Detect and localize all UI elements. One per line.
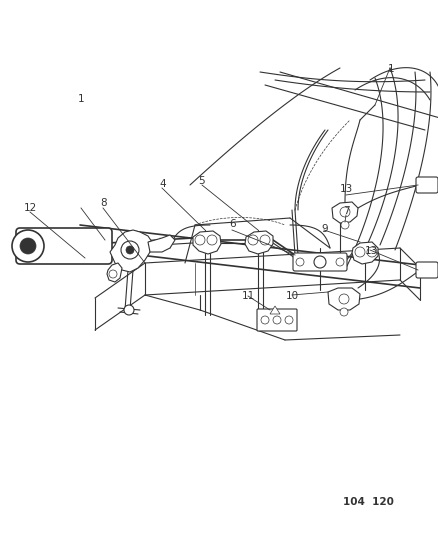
Text: 104  120: 104 120 (343, 497, 393, 507)
Circle shape (354, 247, 364, 257)
Polygon shape (107, 263, 122, 282)
Text: 4: 4 (159, 179, 166, 189)
Circle shape (109, 270, 117, 278)
Circle shape (284, 316, 292, 324)
Text: 7: 7 (343, 206, 350, 215)
Polygon shape (351, 242, 377, 264)
Circle shape (295, 258, 303, 266)
Circle shape (366, 247, 376, 257)
Polygon shape (331, 202, 357, 223)
Text: 11: 11 (241, 291, 254, 301)
Text: 13: 13 (339, 184, 353, 194)
Circle shape (340, 221, 348, 229)
Circle shape (259, 235, 269, 245)
Polygon shape (327, 288, 359, 310)
Circle shape (207, 235, 216, 245)
Text: 8: 8 (99, 198, 106, 207)
FancyBboxPatch shape (292, 253, 346, 271)
Circle shape (313, 256, 325, 268)
Circle shape (338, 294, 348, 304)
FancyBboxPatch shape (16, 228, 112, 264)
FancyBboxPatch shape (256, 309, 297, 331)
Circle shape (335, 258, 343, 266)
Polygon shape (193, 231, 220, 254)
Circle shape (126, 246, 134, 254)
FancyBboxPatch shape (415, 262, 437, 278)
Text: 6: 6 (229, 219, 236, 229)
Text: 1: 1 (78, 94, 85, 103)
Text: 9: 9 (321, 224, 328, 234)
Circle shape (194, 235, 205, 245)
Circle shape (121, 241, 139, 259)
Polygon shape (244, 231, 272, 254)
Circle shape (272, 316, 280, 324)
Polygon shape (148, 235, 175, 252)
Circle shape (124, 305, 134, 315)
Circle shape (339, 308, 347, 316)
Polygon shape (269, 306, 279, 314)
Circle shape (261, 316, 268, 324)
Text: 1: 1 (386, 64, 393, 74)
Circle shape (12, 230, 44, 262)
Circle shape (339, 207, 349, 217)
Text: 13: 13 (364, 246, 377, 255)
Text: 12: 12 (24, 203, 37, 213)
Polygon shape (110, 230, 152, 272)
Text: 5: 5 (198, 176, 205, 186)
Text: 10: 10 (285, 291, 298, 301)
Circle shape (247, 235, 258, 245)
Circle shape (20, 238, 36, 254)
FancyBboxPatch shape (415, 177, 437, 193)
